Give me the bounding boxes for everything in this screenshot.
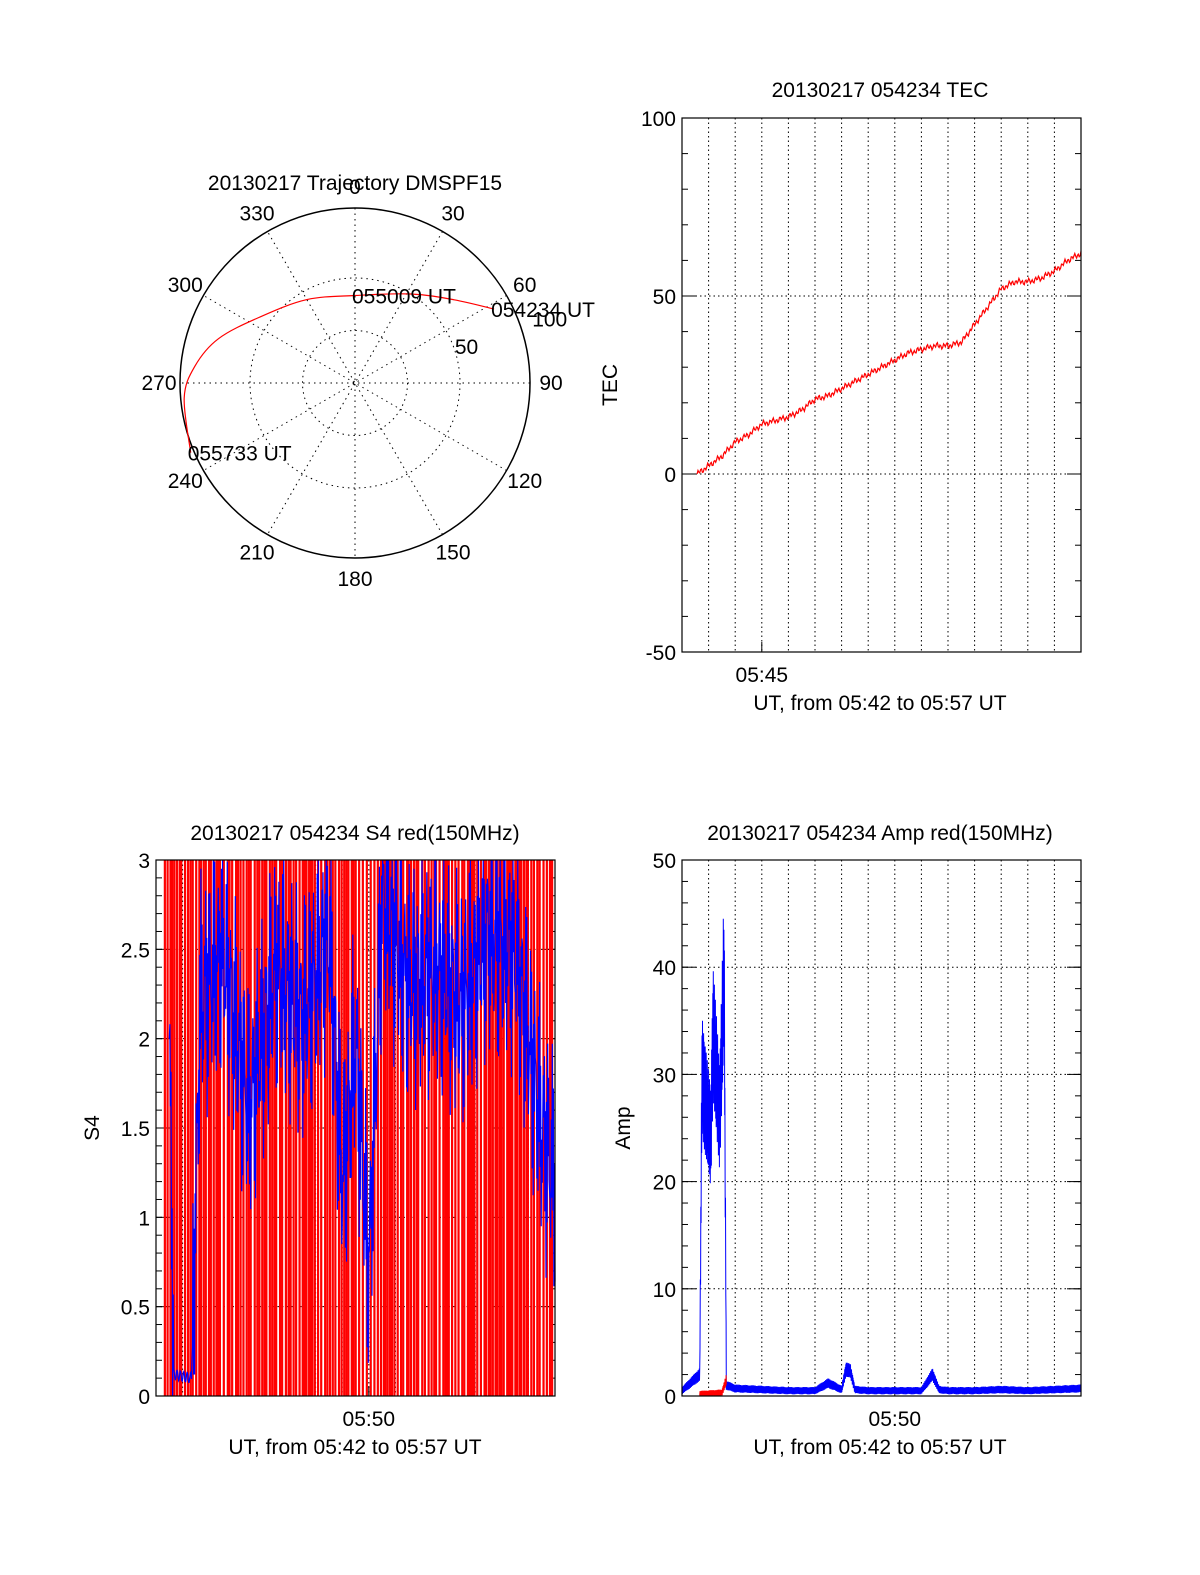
polar-azimuth-label: 240 bbox=[168, 470, 203, 493]
polar-spoke bbox=[267, 231, 443, 535]
y-tick-label: 2 bbox=[138, 1029, 150, 1052]
polar-trajectory-line bbox=[183, 293, 495, 453]
y-tick-label: 1 bbox=[138, 1207, 150, 1230]
polar-time-annotation: 055009 UT bbox=[352, 286, 456, 309]
y-tick-label: 1.5 bbox=[121, 1118, 150, 1141]
polar-trajectory-series: 054234 UT 055009 UT 055733 UT bbox=[183, 286, 595, 466]
amp-plot-area: 0 10 20 30 40 50 05:50 bbox=[653, 850, 1082, 1431]
y-tick-label: 0 bbox=[664, 464, 676, 487]
y-tick-label: 50 bbox=[653, 850, 676, 873]
polar-azimuth-label: 0 bbox=[349, 176, 361, 199]
y-tick-label: 10 bbox=[653, 1279, 676, 1302]
y-tick-label: -50 bbox=[646, 642, 676, 665]
plot-frame bbox=[155, 859, 556, 1397]
polar-ring bbox=[249, 277, 461, 489]
tec-title: 20130217 054234 TEC bbox=[772, 79, 989, 102]
polar-azimuth-label: 180 bbox=[337, 568, 372, 591]
y-tick-label: 0 bbox=[138, 1386, 150, 1409]
polar-azimuth-label: 270 bbox=[141, 372, 176, 395]
y-tick-label: 3 bbox=[138, 850, 150, 873]
polar-azimuth-label: 210 bbox=[239, 542, 274, 565]
y-tick-label: 2.5 bbox=[121, 939, 150, 962]
amp-chart-panel: 20130217 054234 Amp red(150MHz) UT, from… bbox=[612, 822, 1082, 1459]
y-tick-label: 0.5 bbox=[121, 1297, 150, 1320]
polar-spoke bbox=[203, 295, 507, 471]
y-tick-label: 50 bbox=[653, 286, 676, 309]
y-tick-label: 100 bbox=[641, 108, 676, 131]
data-series-line bbox=[696, 251, 1082, 475]
data-series-line bbox=[168, 859, 556, 1397]
x-tick-label: 05:50 bbox=[343, 1408, 396, 1431]
polar-spoke bbox=[267, 231, 443, 535]
tec-y-axis-label: TEC bbox=[599, 364, 622, 406]
s4-x-axis-label: UT, from 05:42 to 05:57 UT bbox=[228, 1436, 481, 1459]
polar-time-annotation: 055733 UT bbox=[188, 443, 292, 466]
polar-azimuth-label: 90 bbox=[539, 372, 562, 395]
y-tick-label: 30 bbox=[653, 1064, 676, 1087]
polar-azimuth-label: 120 bbox=[507, 470, 542, 493]
polar-spoke bbox=[203, 295, 507, 471]
tec-x-axis-label: UT, from 05:42 to 05:57 UT bbox=[753, 692, 1006, 715]
s4-y-axis-label: S4 bbox=[81, 1115, 104, 1141]
y-tick-label: 20 bbox=[653, 1172, 676, 1195]
polar-azimuth-label: 330 bbox=[239, 202, 274, 225]
plot-frame bbox=[681, 117, 1082, 653]
polar-azimuth-label: 60 bbox=[513, 274, 536, 297]
x-tick-label: 05:45 bbox=[736, 664, 789, 687]
amp-y-axis-label: Amp bbox=[612, 1106, 635, 1149]
polar-trajectory-panel: 20130217 Trajectory DMSPF15 0 30 60 90 120 15… bbox=[141, 172, 595, 591]
polar-azimuth-label: 150 bbox=[435, 542, 470, 565]
data-series-line bbox=[699, 1375, 727, 1397]
x-tick-label: 05:50 bbox=[869, 1408, 922, 1431]
polar-radial-label: 100 bbox=[532, 309, 567, 332]
y-tick-label: 0 bbox=[664, 1386, 676, 1409]
tec-chart-panel: 20130217 054234 TEC UT, from 05:42 to 05… bbox=[599, 79, 1082, 715]
tec-plot-area: -50 0 50 100 05:45 bbox=[641, 108, 1082, 687]
polar-time-annotation: 054234 UT bbox=[491, 299, 595, 322]
s4-chart-panel: 20130217 054234 S4 red(150MHz) UT, from … bbox=[81, 822, 556, 1459]
polar-radial-label: 50 bbox=[455, 336, 478, 359]
polar-azimuth-labels: 0 30 60 90 120 150 180 210 240 270 300 330 50 100 bbox=[141, 176, 567, 591]
amp-title: 20130217 054234 Amp red(150MHz) bbox=[707, 822, 1053, 845]
s4-title: 20130217 054234 S4 red(150MHz) bbox=[190, 822, 519, 845]
amp-x-axis-label: UT, from 05:42 to 05:57 UT bbox=[753, 1436, 1006, 1459]
polar-title: 20130217 Trajectory DMSPF15 bbox=[208, 172, 502, 195]
data-series-line bbox=[681, 918, 1082, 1395]
s4-plot-area: 0 0.5 1 1.5 2 2.5 3 05:50 bbox=[121, 850, 556, 1431]
polar-grid bbox=[179, 207, 531, 559]
y-tick-label: 40 bbox=[653, 957, 676, 980]
polar-azimuth-label: 300 bbox=[168, 274, 203, 297]
plot-frame bbox=[681, 859, 1082, 1397]
polar-azimuth-label: 30 bbox=[441, 202, 464, 225]
